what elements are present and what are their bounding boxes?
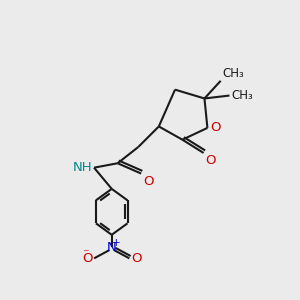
Text: O: O [210, 121, 220, 134]
Text: O: O [131, 252, 142, 265]
Text: +: + [112, 238, 121, 248]
Text: O: O [82, 252, 92, 265]
Text: CH₃: CH₃ [222, 67, 244, 80]
Text: NH: NH [73, 161, 92, 174]
Text: O: O [143, 175, 153, 188]
Text: ⁻: ⁻ [82, 247, 89, 260]
Text: O: O [206, 154, 216, 167]
Text: N: N [107, 241, 117, 254]
Text: CH₃: CH₃ [231, 89, 253, 102]
